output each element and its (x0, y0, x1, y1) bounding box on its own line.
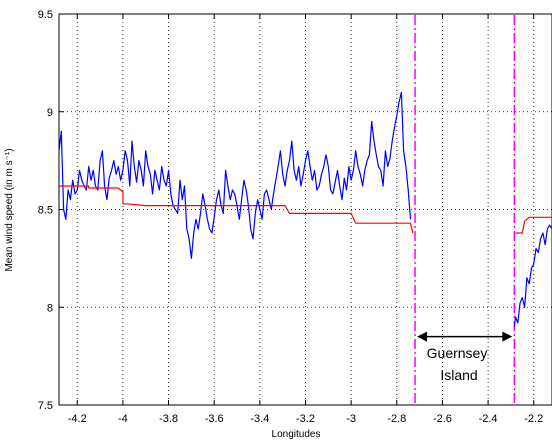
model-wind-line (59, 185, 414, 234)
x-axis-label: Longitudes (272, 429, 321, 440)
x-tick-label: -4.2 (68, 413, 87, 425)
island-label-line1: Guernsey (427, 345, 488, 361)
plot-frame (58, 13, 552, 406)
y-axis-ticks: 7.5 8 8.5 9 9.5 (38, 9, 64, 412)
x-tick-label: -4 (118, 413, 128, 425)
y-tick-label: 9 (47, 107, 53, 119)
y-tick-label: 9.5 (38, 9, 53, 21)
y-tick-label: 8.5 (38, 205, 53, 217)
x-tick-label: -3.6 (205, 413, 224, 425)
arrow-head-left (417, 331, 428, 342)
x-tick-label: -2.2 (524, 413, 543, 425)
x-tick-label: -2.4 (479, 413, 498, 425)
x-tick-label: -2.6 (433, 413, 452, 425)
series-layer (58, 91, 552, 327)
island-label-line2: Island (440, 367, 477, 383)
island-boundary-lines (414, 15, 516, 404)
x-tick-label: -3.4 (250, 413, 269, 425)
x-tick-label: -2.8 (387, 413, 406, 425)
x-tick-label: -3 (346, 413, 356, 425)
y-tick-label: 7.5 (38, 400, 53, 412)
x-axis-ticks: -4.2 -4 -3.8 -3.6 -3.4 -3.2 -3 -2.8 -2.6 -2.4 -2.2 (68, 14, 543, 425)
measured-wind-line (513, 224, 552, 327)
arrow-head-right (502, 331, 513, 342)
island-width-arrow (417, 331, 513, 342)
y-axis-label: Mean wind speed (in m s⁻¹) (4, 148, 15, 271)
x-tick-label: -3.2 (296, 413, 315, 425)
model-wind-line (515, 216, 552, 234)
y-tick-label: 8 (47, 302, 53, 314)
x-tick-label: -3.8 (159, 413, 178, 425)
measured-wind-line (58, 91, 412, 259)
